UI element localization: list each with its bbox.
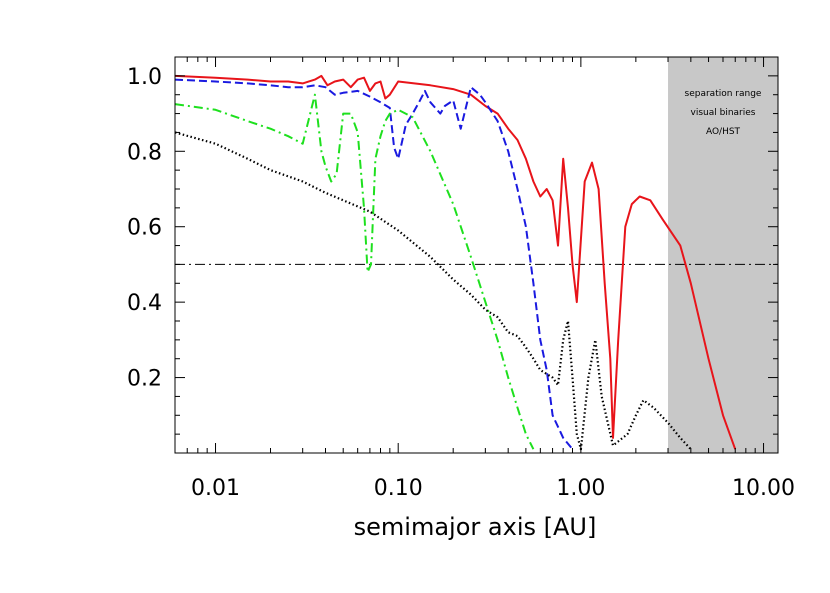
plot-frame — [174, 56, 779, 454]
x-tick-label: 1.00 — [556, 476, 605, 501]
shaded-region-label: visual binaries — [691, 108, 756, 118]
series-line-2 — [174, 78, 574, 450]
plot-border — [174, 56, 779, 454]
x-axis-title: semimajor axis [AU] — [354, 513, 597, 541]
x-tick-label: 0.10 — [374, 476, 423, 501]
series-line-3 — [174, 93, 535, 450]
shaded-region — [668, 57, 778, 453]
ticks-layer — [174, 57, 778, 453]
y-tick-label: 1.0 — [127, 65, 162, 90]
y-tick-label: 0.8 — [127, 140, 162, 165]
shaded-region-label: AO/HST — [706, 127, 741, 137]
x-tick-label: 0.01 — [191, 476, 240, 501]
series-line-4 — [174, 131, 692, 451]
x-tick-label: 10.00 — [732, 476, 795, 501]
y-tick-label: 0.2 — [127, 367, 162, 392]
shaded-region-label: separation range — [685, 89, 762, 99]
y-tick-label: 0.6 — [127, 216, 162, 241]
y-tick-label: 0.4 — [127, 291, 162, 316]
annotation-layer: separation range visual binaries AO/HST — [685, 89, 762, 137]
series-line-1 — [174, 74, 737, 450]
shaded-region-layer — [668, 57, 778, 453]
series-layer — [174, 74, 737, 451]
tick-labels-layer: 0.01 0.10 1.00 10.00 0.2 0.4 0.6 0.8 1.0 — [127, 65, 795, 501]
